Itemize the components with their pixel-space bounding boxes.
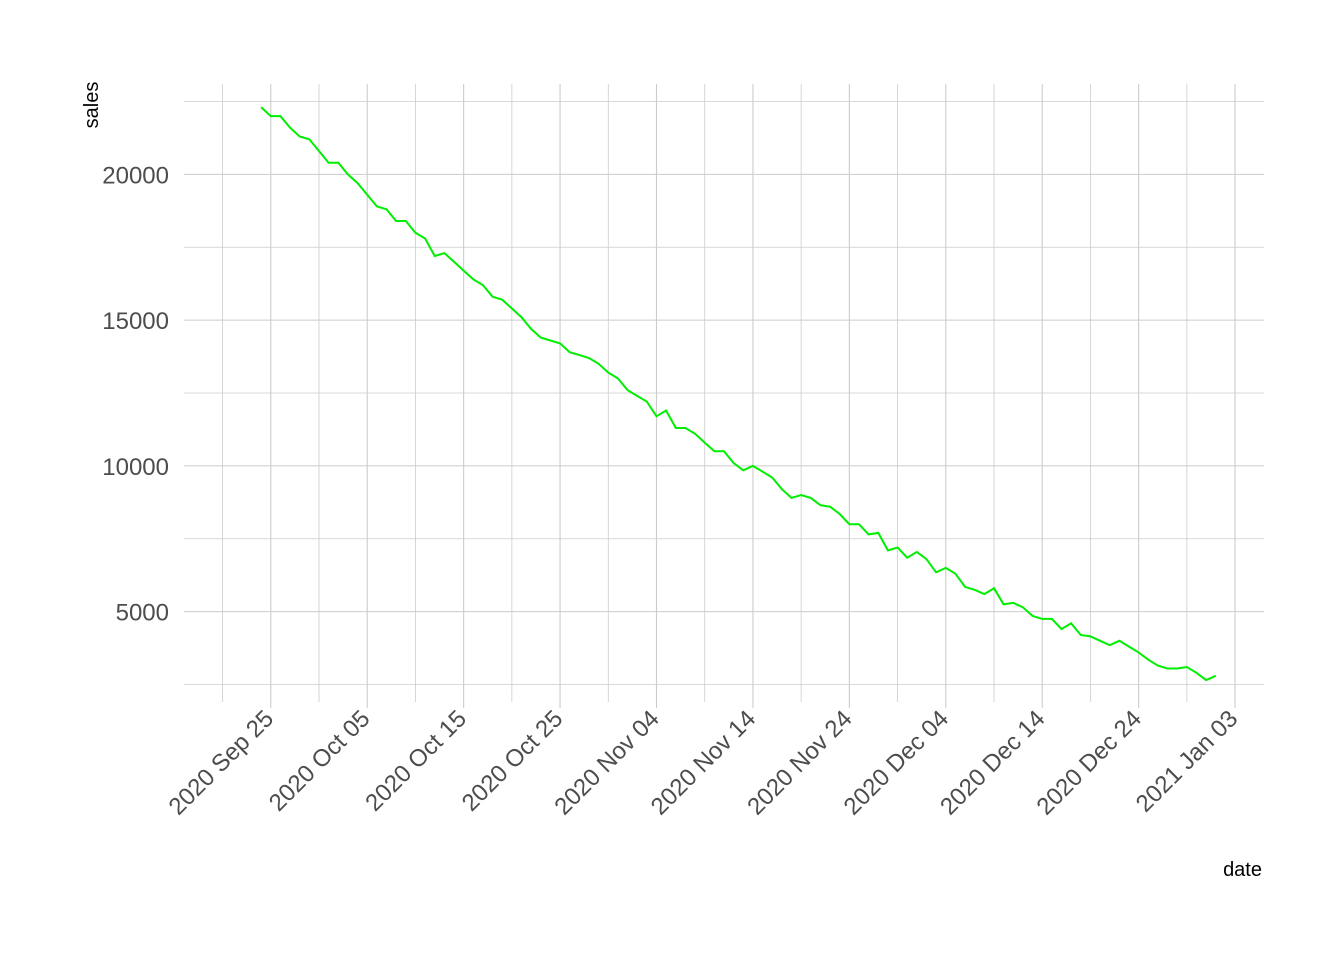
x-tick-label-0: 2020 Sep 25: [164, 705, 279, 820]
x-tick-label-10: 2021 Jan 03: [1131, 705, 1244, 818]
y-tick-label-3: 20000: [102, 162, 169, 189]
y-tick-label-0: 5000: [116, 600, 169, 627]
x-tick-label-1: 2020 Oct 05: [264, 705, 376, 817]
y-axis-title: sales: [81, 82, 103, 129]
y-tick-label-2: 15000: [102, 308, 169, 335]
x-axis-title: date: [1223, 859, 1262, 881]
x-axis-ticks: [270, 702, 1236, 708]
minor-x-gridlines: [222, 84, 1188, 702]
sales-series-line: [260, 106, 1217, 682]
minor-y-gridlines: [184, 101, 1264, 685]
major-x-gridlines: [270, 84, 1236, 702]
major-y-gridlines: [184, 173, 1264, 613]
x-tick-label-2: 2020 Oct 15: [360, 705, 472, 817]
x-tick-label-9: 2020 Dec 24: [1032, 705, 1147, 820]
y-axis-tick-labels: 5000 10000 15000 20000: [102, 162, 169, 626]
y-tick-label-1: 10000: [102, 454, 169, 481]
